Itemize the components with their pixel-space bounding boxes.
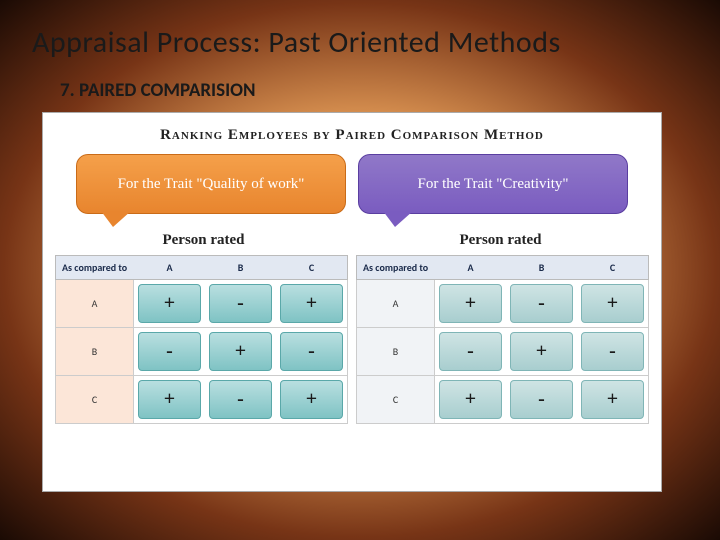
th-col: A [134,256,205,279]
cell: + [138,284,201,323]
cell: - [581,332,644,371]
cell: + [581,380,644,419]
row-label: C [56,376,134,423]
th-col: B [205,256,276,279]
cell: - [138,332,201,371]
table-header: As compared to A B C [356,255,649,280]
th-col: C [276,256,347,279]
row-label: A [56,280,134,327]
table-row: B - + - [55,328,348,376]
th-compared: As compared to [357,256,435,279]
tables-row: As compared to A B C A + - + B - + - [55,255,649,424]
cell: + [138,380,201,419]
subtitle: 7. PAIRED COMPARISION [60,79,696,102]
cell: + [439,284,502,323]
cell: + [209,332,272,371]
cell: + [280,380,343,419]
th-col: A [435,256,506,279]
slide-content: Appraisal Process: Past Oriented Methods… [32,24,696,492]
th-compared: As compared to [56,256,134,279]
table-row: C + - + [356,376,649,424]
bubble-quality: For the Trait "Quality of work" [76,154,346,214]
figure-panel: Ranking Employees by Paired Comparison M… [42,112,662,492]
bubble-creativity: For the Trait "Creativity" [358,154,628,214]
cell: + [510,332,573,371]
bubble-label: For the Trait "Creativity" [418,176,569,193]
page-title: Appraisal Process: Past Oriented Methods [32,24,696,61]
th-col: C [577,256,648,279]
table-row: A + - + [356,280,649,328]
table-row: B - + - [356,328,649,376]
row-label: A [357,280,435,327]
table-row: A + - + [55,280,348,328]
cell: - [280,332,343,371]
table-header: As compared to A B C [55,255,348,280]
table-creativity: As compared to A B C A + - + B - + - [356,255,649,424]
table-row: C + - + [55,376,348,424]
rated-label-right: Person rated [352,232,649,249]
row-label: B [56,328,134,375]
cell: - [510,284,573,323]
bubble-label: For the Trait "Quality of work" [118,176,305,193]
row-label: B [357,328,435,375]
th-col: B [506,256,577,279]
figure-title: Ranking Employees by Paired Comparison M… [55,127,649,144]
rated-row: Person rated Person rated [55,232,649,249]
cell: + [439,380,502,419]
bubble-row: For the Trait "Quality of work" For the … [55,154,649,214]
rated-label-left: Person rated [55,232,352,249]
cell: - [510,380,573,419]
cell: - [209,380,272,419]
cell: - [209,284,272,323]
row-label: C [357,376,435,423]
cell: + [581,284,644,323]
cell: + [280,284,343,323]
cell: - [439,332,502,371]
table-quality: As compared to A B C A + - + B - + - [55,255,348,424]
